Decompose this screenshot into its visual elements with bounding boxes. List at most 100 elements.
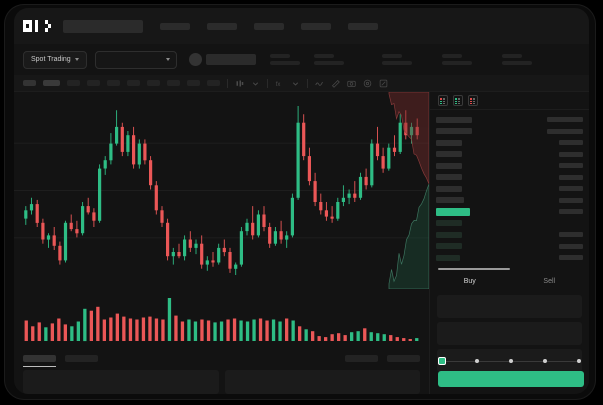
orderbook-ask-row[interactable] [436,137,583,149]
ask-price [436,162,462,169]
stat-label [313,54,334,58]
last-price-bar [436,207,470,216]
ask-price [436,139,462,146]
candle-type-icon[interactable] [235,79,244,88]
bid-price [436,220,462,227]
chevron-down-icon[interactable] [251,79,260,88]
interval-button-30m[interactable] [87,80,100,86]
orderbook-view-both-icon[interactable] [438,95,448,106]
orderbook-rows[interactable] [430,111,589,266]
settings-icon[interactable] [363,79,372,88]
orderbook-bid-row[interactable] [436,241,583,253]
amount-percent-slider[interactable] [438,357,584,366]
orderbook-bid-row[interactable] [436,229,583,241]
stat-24h-change [269,54,300,65]
tab-sell[interactable]: Sell [543,278,556,285]
nav-item-account[interactable] [347,22,378,30]
ask-amount [559,140,583,146]
orderbook-ask-row[interactable] [436,172,583,184]
ask-price [436,185,462,192]
orders-panes [14,370,429,394]
spot-trading-selector[interactable]: Spot Trading [23,50,87,69]
toolbar-divider [307,78,308,88]
slider-stop-75[interactable] [543,359,547,364]
orderbook-ask-row[interactable] [436,195,583,207]
slider-knob[interactable] [438,357,446,365]
orderbook-ask-row[interactable] [436,183,583,195]
interval-button-1d[interactable] [147,80,160,86]
interval-button-1h[interactable] [107,80,120,86]
orderbook-column: Buy Sell [429,92,589,394]
toolbar-divider [267,78,268,88]
interval-button-15m[interactable] [67,80,80,86]
stat-24h-turnover [501,54,532,65]
candlestick-chart[interactable] [14,92,429,289]
stat-value [313,61,344,65]
chevron-down-icon[interactable] [291,79,300,88]
interval-button-1w[interactable] [167,80,180,86]
last-price-value [205,54,256,65]
ask-amount [559,151,583,157]
last-price-amount [559,209,583,215]
line-tool-icon[interactable] [315,79,324,88]
stat-label [441,54,462,58]
orderbook-view-bids-icon[interactable] [453,95,463,106]
bid-price [436,243,462,250]
trading-pair-select[interactable] [94,50,177,69]
interval-button-5m[interactable] [43,80,60,86]
ask-amount [547,128,583,134]
orders-pane-right[interactable] [224,370,420,394]
stat-24h-high [313,54,344,65]
orders-pane-left[interactable] [23,370,219,394]
orderbook-ask-row[interactable] [436,149,583,161]
nav-item-markets[interactable] [206,22,237,30]
search-input[interactable] [62,19,143,33]
interval-button-4h[interactable] [127,80,140,86]
nav-item-more[interactable] [300,22,331,30]
tab-buy[interactable]: Buy [463,278,476,285]
orderbook-amount-header [547,117,583,123]
orderbook-ask-row[interactable] [436,160,583,172]
order-amount-field[interactable] [437,322,582,345]
bid-amount [559,243,583,249]
ruler-icon[interactable] [331,79,340,88]
order-form [430,292,589,394]
main-content: Buy Sell [14,91,589,394]
last-price-row [436,206,583,218]
toolbar-divider [227,78,228,88]
place-buy-order-button[interactable] [438,371,584,387]
slider-stop-50[interactable] [509,359,513,364]
fullscreen-icon[interactable] [379,79,388,88]
okx-logo[interactable] [23,20,51,32]
tab-order-history[interactable] [65,354,98,362]
orderbook-bid-row[interactable] [436,218,583,230]
interval-button-more[interactable] [207,80,220,86]
tab-open-orders[interactable] [23,354,56,367]
tab-filter[interactable] [345,354,378,362]
stat-value [381,61,412,65]
bid-amount [559,255,583,261]
indicators-icon[interactable]: fx [275,79,284,88]
bid-price [436,231,462,238]
ask-amount [559,186,583,192]
spot-trading-label: Spot Trading [31,56,71,63]
order-price-field[interactable] [437,295,582,318]
nav-item-trade[interactable] [159,22,190,30]
orderbook-view-asks-icon[interactable] [468,95,478,106]
camera-icon[interactable] [347,79,356,88]
orderbook-bid-row[interactable] [436,252,583,264]
chart-toolbar: fx [14,75,589,92]
interval-button-1m[interactable] [23,80,36,86]
orderbook-spread-bar [438,268,510,270]
nav-item-earn[interactable] [253,22,284,30]
slider-stop-25[interactable] [475,359,479,364]
ask-price [436,151,462,158]
tab-settings[interactable] [387,354,420,362]
ask-price [436,128,472,135]
orderbook-ask-row[interactable] [436,126,583,138]
slider-stop-100[interactable] [577,359,581,364]
ask-amount [559,197,583,203]
orderbook-price-header [436,116,472,123]
orders-tabs-right [345,354,429,362]
interval-button-1mo[interactable] [187,80,200,86]
